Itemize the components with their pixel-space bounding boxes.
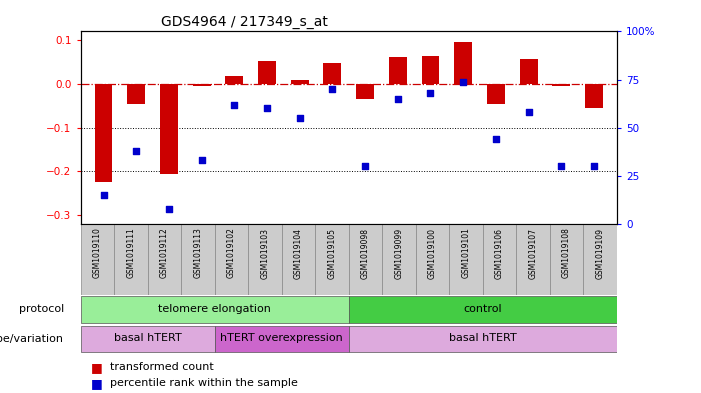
Bar	[291, 79, 308, 84]
Bar	[215, 224, 248, 295]
Bar	[389, 57, 407, 84]
Text: GSM1019110: GSM1019110	[93, 228, 102, 278]
Text: telomere elongation: telomere elongation	[158, 304, 271, 314]
Bar	[114, 224, 148, 295]
Text: protocol: protocol	[19, 305, 64, 314]
Bar	[519, 59, 538, 84]
Bar	[583, 224, 617, 295]
Point	[588, 163, 599, 169]
Bar	[454, 42, 472, 84]
Bar	[323, 63, 341, 84]
Point	[130, 148, 142, 154]
Text: GSM1019098: GSM1019098	[361, 228, 370, 279]
Point	[458, 78, 469, 84]
Text: hTERT overexpression: hTERT overexpression	[220, 333, 343, 343]
Text: ■: ■	[91, 361, 103, 374]
Bar	[258, 61, 276, 84]
Bar	[81, 296, 349, 323]
Text: GSM1019107: GSM1019107	[529, 228, 538, 279]
Point	[163, 206, 175, 212]
Text: GSM1019104: GSM1019104	[294, 228, 303, 279]
Point	[229, 101, 240, 108]
Point	[360, 163, 371, 169]
Bar	[193, 84, 210, 86]
Bar	[585, 84, 603, 108]
Bar	[349, 296, 617, 323]
Bar	[552, 84, 571, 86]
Point	[196, 157, 207, 163]
Text: ■: ■	[91, 376, 103, 390]
Bar	[356, 84, 374, 99]
Point	[523, 109, 534, 116]
Text: GDS4964 / 217349_s_at: GDS4964 / 217349_s_at	[161, 15, 328, 29]
Bar	[282, 224, 315, 295]
Point	[490, 136, 501, 142]
Bar	[248, 224, 282, 295]
Point	[392, 95, 403, 102]
Point	[98, 192, 109, 198]
Bar	[349, 224, 382, 295]
Bar	[487, 84, 505, 104]
Bar	[382, 224, 416, 295]
Text: GSM1019112: GSM1019112	[160, 228, 169, 278]
Text: GSM1019108: GSM1019108	[562, 228, 571, 278]
Bar	[95, 84, 112, 182]
Text: basal hTERT: basal hTERT	[114, 333, 182, 343]
Text: GSM1019101: GSM1019101	[461, 228, 470, 278]
Text: genotype/variation: genotype/variation	[0, 334, 64, 344]
Text: GSM1019099: GSM1019099	[395, 228, 404, 279]
Point	[261, 105, 273, 112]
Bar	[148, 224, 181, 295]
Bar	[215, 326, 349, 352]
Text: GSM1019109: GSM1019109	[596, 228, 605, 279]
Bar	[181, 224, 215, 295]
Bar	[421, 55, 440, 84]
Text: percentile rank within the sample: percentile rank within the sample	[110, 378, 298, 388]
Bar	[416, 224, 449, 295]
Text: GSM1019113: GSM1019113	[193, 228, 203, 278]
Bar	[81, 224, 114, 295]
Text: transformed count: transformed count	[110, 362, 214, 373]
Bar	[81, 326, 215, 352]
Point	[556, 163, 567, 169]
Text: basal hTERT: basal hTERT	[449, 333, 517, 343]
Bar	[315, 224, 349, 295]
Text: GSM1019106: GSM1019106	[495, 228, 504, 279]
Bar	[225, 76, 243, 84]
Point	[294, 115, 306, 121]
Bar	[550, 224, 583, 295]
Text: GSM1019100: GSM1019100	[428, 228, 437, 279]
Bar	[517, 224, 550, 295]
Text: GSM1019103: GSM1019103	[261, 228, 269, 279]
Bar	[127, 84, 145, 104]
Text: GSM1019102: GSM1019102	[227, 228, 236, 278]
Bar	[349, 326, 617, 352]
Text: GSM1019105: GSM1019105	[327, 228, 336, 279]
Bar	[160, 84, 178, 174]
Bar	[483, 224, 517, 295]
Point	[327, 86, 338, 92]
Bar	[449, 224, 483, 295]
Text: control: control	[463, 304, 502, 314]
Text: GSM1019111: GSM1019111	[126, 228, 135, 278]
Point	[425, 90, 436, 96]
